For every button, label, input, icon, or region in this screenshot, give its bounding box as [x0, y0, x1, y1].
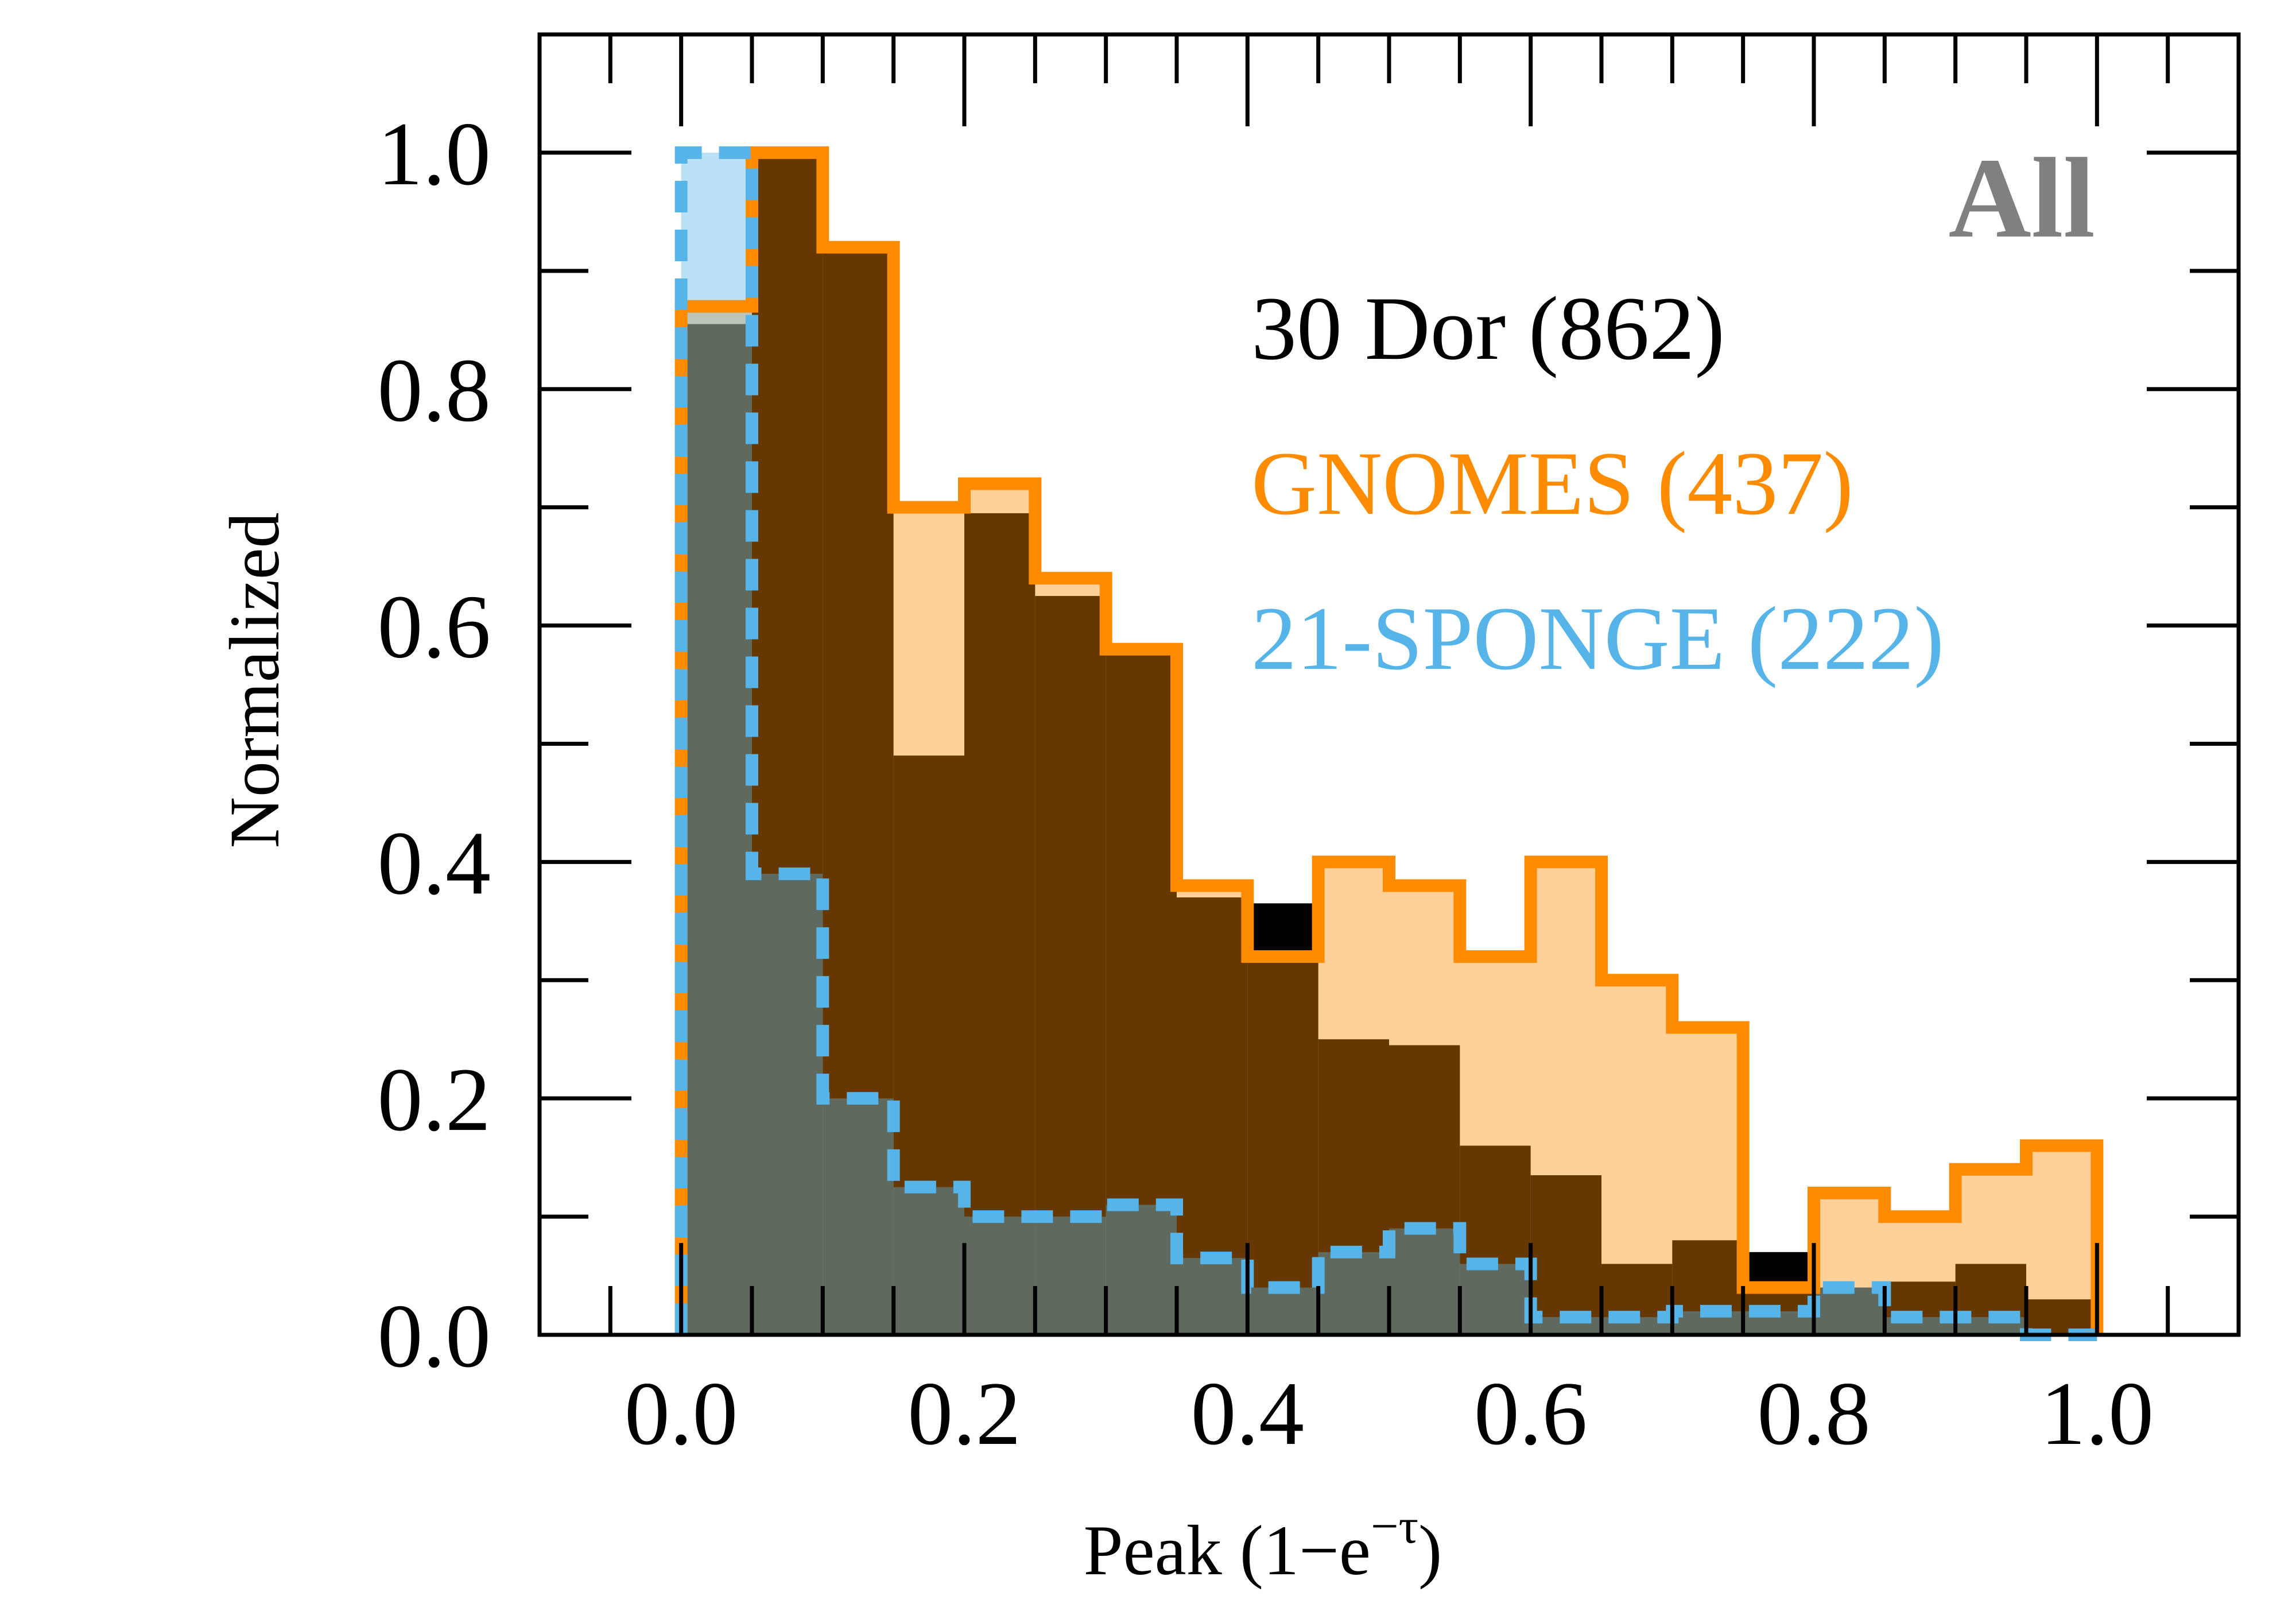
series-gnomes-bars — [681, 152, 2097, 1335]
bar-30-dor-1 — [752, 158, 823, 1335]
panel-label-all: All — [1948, 135, 2095, 262]
bar-21-sponge-16 — [1814, 1287, 1885, 1335]
bar-gnomes-18 — [1955, 1169, 2026, 1335]
bar-gnomes-6 — [1106, 649, 1177, 1335]
bar-21-sponge-2 — [823, 1098, 894, 1335]
bar-gnomes-8 — [1247, 956, 1318, 1335]
bar-21-sponge-11 — [1460, 1264, 1531, 1335]
bar-gnomes-0 — [681, 306, 752, 1335]
legend-gnomes: GNOMES (437) — [1251, 433, 1853, 534]
bar-21-sponge-7 — [1177, 1258, 1248, 1335]
bar-gnomes-14 — [1672, 1027, 1743, 1335]
y-tick-label: 1.0 — [378, 104, 491, 204]
y-tick-label: 0.0 — [378, 1286, 491, 1387]
x-tick-label: 0.6 — [1474, 1364, 1588, 1464]
bar-gnomes-4 — [964, 483, 1035, 1335]
x-tick-label: 0.0 — [625, 1364, 738, 1464]
y-tick-label: 0.4 — [378, 813, 491, 913]
x-axis-label: Peak (1−e−τ) — [1084, 1498, 1442, 1590]
bar-gnomes-16 — [1814, 1192, 1885, 1335]
tick-labels: 0.0 0.2 0.4 0.6 0.8 1.0 0.0 0.2 0.4 0.6 0.8 1.0 — [378, 104, 2154, 1464]
bar-gnomes-11 — [1460, 956, 1531, 1335]
bar-30-dor-3 — [893, 756, 964, 1335]
bar-gnomes-1 — [752, 152, 823, 1335]
legend-21-sponge: 21-SPONGE (222) — [1251, 588, 1944, 689]
bar-30-dor-4 — [964, 513, 1035, 1335]
y-tick-label: 0.8 — [378, 340, 491, 441]
y-tick-label: 0.2 — [378, 1049, 491, 1150]
bar-gnomes-10 — [1389, 885, 1460, 1335]
legend-30-dor: 30 Dor (862) — [1251, 278, 1725, 379]
bar-30-dor-14 — [1672, 1240, 1743, 1335]
bar-21-sponge-3 — [893, 1187, 964, 1335]
bar-gnomes-2 — [823, 247, 894, 1335]
x-axis-label-superscript: −τ — [1371, 1498, 1418, 1554]
bar-30-dor-8 — [1247, 903, 1318, 1335]
bar-21-sponge-8 — [1247, 1287, 1318, 1335]
bar-gnomes-5 — [1035, 578, 1106, 1335]
bar-30-dor-16 — [1814, 1287, 1885, 1335]
x-tick-label: 0.2 — [907, 1364, 1021, 1464]
x-axis-label-main: Peak (1−e — [1084, 1511, 1371, 1590]
bar-30-dor-12 — [1530, 1175, 1601, 1335]
plot-frame — [537, 32, 2241, 1337]
bar-30-dor-0 — [681, 324, 752, 1335]
bar-gnomes-3 — [893, 507, 964, 1335]
bar-30-dor-2 — [823, 253, 894, 1335]
x-axis-label-end: ) — [1418, 1511, 1442, 1590]
bar-gnomes-19 — [2026, 1145, 2097, 1335]
bar-30-dor-10 — [1389, 1045, 1460, 1335]
bar-21-sponge-1 — [752, 873, 823, 1335]
bar-30-dor-17 — [1884, 1281, 1956, 1335]
bar-gnomes-12 — [1530, 862, 1601, 1335]
bar-21-sponge-5 — [1035, 1217, 1106, 1335]
bar-21-sponge-6 — [1106, 1205, 1177, 1335]
series-21-sponge-bars — [681, 152, 2026, 1335]
bar-30-dor-6 — [1106, 655, 1177, 1335]
y-tick-label: 0.6 — [378, 577, 491, 677]
x-tick-label: 0.4 — [1191, 1364, 1305, 1464]
bar-21-sponge-9 — [1318, 1252, 1389, 1335]
bar-gnomes-13 — [1601, 980, 1673, 1335]
series-gnomes-outline — [674, 146, 2104, 1335]
bar-21-sponge-10 — [1389, 1228, 1460, 1335]
x-tick-label: 0.8 — [1757, 1364, 1871, 1464]
bar-30-dor-9 — [1318, 1039, 1389, 1335]
y-axis-label: Normalized — [215, 512, 294, 848]
bar-21-sponge-4 — [964, 1217, 1035, 1335]
bar-21-sponge-0 — [681, 152, 752, 1335]
x-tick-label: 1.0 — [2041, 1364, 2154, 1464]
bar-30-dor-11 — [1460, 1145, 1531, 1335]
